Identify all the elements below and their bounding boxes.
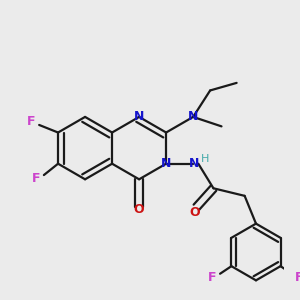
Text: F: F bbox=[295, 271, 300, 284]
Text: O: O bbox=[189, 206, 200, 219]
Text: H: H bbox=[201, 154, 209, 164]
Text: N: N bbox=[189, 157, 200, 170]
Text: F: F bbox=[32, 172, 41, 185]
Text: F: F bbox=[27, 115, 36, 128]
Text: O: O bbox=[134, 203, 144, 216]
Text: N: N bbox=[134, 110, 144, 123]
Text: F: F bbox=[208, 271, 217, 284]
Text: N: N bbox=[188, 110, 198, 123]
Text: N: N bbox=[161, 157, 171, 170]
